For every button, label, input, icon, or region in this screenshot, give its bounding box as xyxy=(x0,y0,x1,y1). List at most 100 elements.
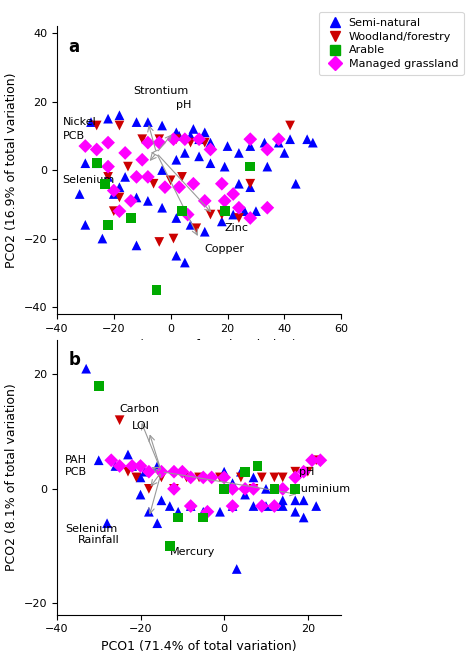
Point xyxy=(82,220,89,230)
Point xyxy=(224,141,231,151)
Point xyxy=(201,137,209,148)
Point xyxy=(218,209,226,220)
Point xyxy=(300,466,308,477)
Point xyxy=(110,189,118,199)
Point xyxy=(317,455,324,466)
Point xyxy=(116,192,123,203)
Point xyxy=(271,484,278,494)
Point xyxy=(246,162,254,172)
Point xyxy=(229,478,237,489)
Point xyxy=(137,472,144,483)
Point xyxy=(218,179,226,189)
Point xyxy=(175,131,183,141)
Text: PCB: PCB xyxy=(65,467,87,477)
Point xyxy=(303,134,311,145)
Text: Zinc: Zinc xyxy=(225,223,249,233)
X-axis label: PCO1 (71.4% of total variation): PCO1 (71.4% of total variation) xyxy=(101,640,297,653)
Point xyxy=(181,148,189,158)
Point xyxy=(184,209,191,220)
Text: Selenium: Selenium xyxy=(63,175,115,185)
Point xyxy=(174,512,182,523)
Point xyxy=(93,145,100,155)
Point xyxy=(138,134,146,145)
Point xyxy=(187,137,194,148)
Point xyxy=(137,460,144,471)
Y-axis label: PCO2 (8.1% of total variation): PCO2 (8.1% of total variation) xyxy=(5,383,18,572)
Point xyxy=(112,460,119,471)
Point xyxy=(108,455,115,466)
Point xyxy=(187,501,194,511)
Point xyxy=(200,512,207,523)
Point xyxy=(195,472,203,483)
Text: pH: pH xyxy=(300,467,315,477)
Point xyxy=(181,257,189,267)
Point xyxy=(187,131,194,141)
Point xyxy=(261,137,268,148)
Point xyxy=(190,179,197,189)
Point xyxy=(116,110,123,120)
Point xyxy=(246,182,254,192)
Point xyxy=(173,250,180,261)
Point xyxy=(93,158,100,169)
Point xyxy=(158,203,166,213)
Text: Selenium: Selenium xyxy=(65,524,118,534)
Point xyxy=(121,148,129,158)
Point xyxy=(195,151,203,162)
Point xyxy=(271,501,278,511)
Point xyxy=(241,484,249,494)
Point xyxy=(82,158,89,169)
Point xyxy=(133,171,140,182)
Point xyxy=(141,466,148,477)
Point xyxy=(93,120,100,131)
Point xyxy=(158,165,166,175)
Point xyxy=(153,284,160,295)
Point xyxy=(133,117,140,128)
Point xyxy=(121,171,129,182)
Point xyxy=(246,179,254,189)
Point xyxy=(201,127,209,137)
Point xyxy=(300,495,308,506)
Point xyxy=(292,506,299,517)
Point xyxy=(166,501,173,511)
Point xyxy=(104,162,112,172)
Point xyxy=(200,506,207,517)
Point xyxy=(216,506,224,517)
Point xyxy=(95,455,102,466)
Point xyxy=(216,472,224,483)
Point xyxy=(116,120,123,131)
Point xyxy=(195,134,203,145)
Point xyxy=(145,506,153,517)
Point xyxy=(292,484,299,494)
Point xyxy=(116,182,123,192)
Point xyxy=(155,134,163,145)
Point xyxy=(271,472,278,483)
Point xyxy=(155,237,163,247)
Text: a: a xyxy=(68,38,79,56)
Point xyxy=(304,466,311,477)
Point xyxy=(137,489,144,500)
Point xyxy=(154,460,161,471)
Point xyxy=(127,213,135,223)
Point xyxy=(229,484,237,494)
Point xyxy=(235,203,243,213)
Point xyxy=(133,240,140,250)
Point xyxy=(252,206,260,216)
Point xyxy=(281,148,288,158)
Point xyxy=(200,472,207,483)
Point xyxy=(127,196,135,206)
Point xyxy=(271,484,278,494)
Point xyxy=(275,134,283,145)
Point xyxy=(207,158,214,169)
Point xyxy=(192,223,200,233)
Point xyxy=(220,466,228,477)
Point xyxy=(233,564,240,574)
Point xyxy=(201,226,209,237)
Point xyxy=(207,137,214,148)
Point xyxy=(170,484,178,494)
Point xyxy=(82,364,90,374)
Point xyxy=(154,518,161,528)
Point xyxy=(237,472,245,483)
Point xyxy=(218,216,226,227)
Point xyxy=(286,120,294,131)
Point xyxy=(262,501,270,511)
